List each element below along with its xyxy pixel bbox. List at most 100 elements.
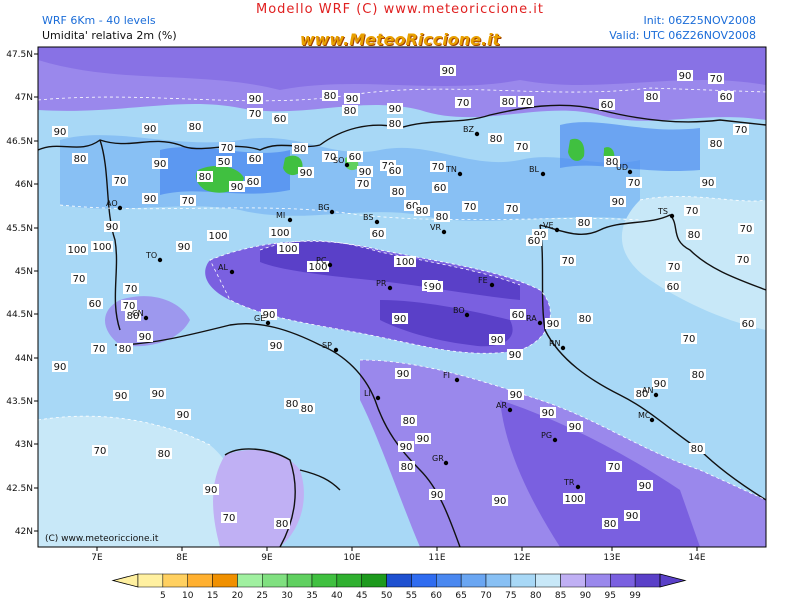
contour-label-box [429, 489, 445, 500]
contour-label-box [277, 243, 299, 254]
colorbar-swatch [436, 573, 462, 588]
contour-label: 70 [686, 206, 699, 217]
contour-label-box [599, 99, 615, 110]
contour-label: 80 [636, 389, 649, 400]
contour-label-box [634, 388, 650, 399]
contour-label: 80 [416, 206, 429, 217]
contour-label-box [247, 108, 263, 119]
contour-label-box [387, 118, 403, 129]
contour-label-box [576, 217, 592, 228]
contour-label-box [526, 235, 542, 246]
contour-label: 100 [564, 494, 583, 505]
colorbar-tick-label: 75 [505, 591, 516, 600]
contour-label: 90 [679, 71, 692, 82]
lat-label: 47.5N [6, 50, 33, 60]
contour-label: 80 [199, 172, 212, 183]
contour-label: 90 [300, 168, 313, 179]
lon-label: 12E [513, 553, 530, 563]
colorbar-swatch [212, 573, 238, 588]
city-dot [374, 219, 380, 225]
contour-label-box [518, 96, 534, 107]
contour-label-box [690, 369, 706, 380]
contour-label-box [219, 142, 235, 153]
contour-label: 80 [604, 519, 617, 530]
contour-label-box [123, 283, 139, 294]
contour-label-box [563, 493, 585, 504]
contour-label: 90 [547, 319, 560, 330]
city-dot [552, 437, 558, 443]
contour-label: 90 [115, 391, 128, 402]
city-label: PC [316, 256, 327, 265]
city-dot [265, 320, 271, 326]
contour-label-box [91, 241, 113, 252]
contour-label: 80 [286, 399, 299, 410]
colorbar-swatch [137, 573, 164, 588]
city-label: VE [543, 221, 554, 230]
contour-label: 90 [54, 127, 67, 138]
contour-label: 70 [249, 109, 262, 120]
city-markers: AO TO CN AL GE MI BG BS SO BZ TN VR BL UD TS VE PC PR FE BO… [106, 125, 675, 490]
city-label: GR [432, 454, 444, 463]
lon-label: 11E [428, 553, 445, 563]
contour-line [359, 359, 766, 501]
contour-label-box [510, 309, 526, 320]
contour-label: 70 [464, 202, 477, 213]
contour-label: 80 [579, 314, 592, 325]
contour-label-box [395, 368, 411, 379]
city-label: SP [322, 341, 332, 350]
colorbar-swatch [386, 573, 412, 588]
contour-label: 80 [127, 311, 140, 322]
contour-label: 90 [509, 350, 522, 361]
contour-label-box [342, 105, 358, 116]
colorbar-tick-label: 90 [580, 591, 592, 600]
contour-label: 90 [205, 485, 218, 496]
contour-line [639, 196, 766, 202]
contour-label-box [387, 165, 403, 176]
contour-label-box [606, 461, 622, 472]
contour-label: 60 [667, 282, 680, 293]
contour-label: 70 [182, 196, 195, 207]
contour-label-box [394, 256, 416, 267]
contour-label-box [415, 433, 431, 444]
contour-label-box [355, 178, 371, 189]
contour-label: 90 [417, 434, 430, 445]
lat-label: 43N [15, 440, 33, 450]
colorbar-tick-label: 80 [530, 591, 542, 600]
map-field [38, 47, 766, 547]
contour-label-box [112, 175, 128, 186]
contour-label-box [245, 176, 261, 187]
contour-label: 90 [639, 481, 652, 492]
colorbar-swatch [610, 573, 636, 588]
contour-label: 80 [490, 134, 503, 145]
contour-label-box [104, 221, 120, 232]
contour-label: 80 [392, 187, 405, 198]
contour-label-box [488, 133, 504, 144]
contour-label: 80 [403, 416, 416, 427]
contour-label: 80 [74, 154, 87, 165]
contour-label-box [91, 343, 107, 354]
contour-label-box [440, 65, 456, 76]
city-dot [375, 395, 381, 401]
colorbar-swatch [361, 573, 387, 588]
contour-label-box [434, 211, 450, 222]
contour-line [59, 204, 641, 221]
contour-label: 70 [608, 462, 621, 473]
contour-label-box [401, 415, 417, 426]
lon-label: 14E [688, 553, 705, 563]
city-dot [540, 171, 546, 177]
city-label: MI [276, 211, 285, 220]
contour-label-box [92, 445, 108, 456]
colorbar-tick-label: 60 [431, 591, 443, 600]
city-dot [454, 377, 460, 383]
city-label: PR [376, 279, 387, 288]
contour-label: 80 [691, 444, 704, 455]
contour-label-box [677, 70, 693, 81]
contour-label-box [624, 510, 640, 521]
contour-line [38, 415, 211, 446]
city-dot [464, 312, 470, 318]
contour-label: 100 [278, 244, 297, 255]
contour-label: 70 [93, 344, 106, 355]
colorbar-swatch [510, 573, 536, 588]
contour-label: 90 [54, 362, 67, 373]
contour-label-box [577, 313, 593, 324]
